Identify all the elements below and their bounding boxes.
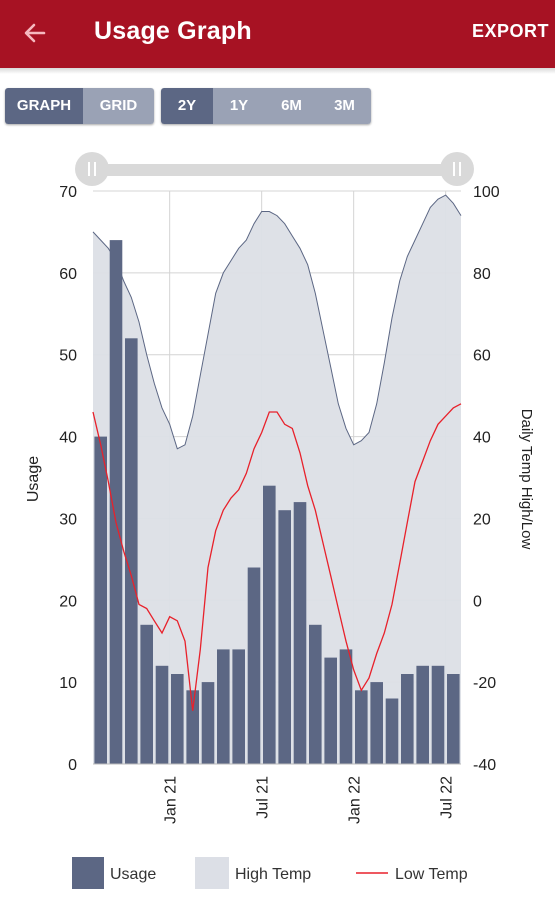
usage-bar-21 <box>416 665 429 764</box>
usage-bar-17 <box>355 690 368 764</box>
usage-bar-10 <box>247 567 261 764</box>
left-tick-label-4: 40 <box>59 430 77 447</box>
x-tick-label-3: Jul 22 <box>439 776 456 819</box>
range-6m[interactable]: 6M <box>265 88 318 124</box>
legend-high-temp-label: High Temp <box>235 866 311 883</box>
app-bar: Usage Graph EXPORT <box>0 0 555 68</box>
right-tick-label-1: -20 <box>473 675 496 692</box>
left-tick-label-6: 60 <box>59 266 77 283</box>
range-1y[interactable]: 1Y <box>213 88 265 124</box>
usage-bar-9 <box>232 649 245 764</box>
usage-bar-4 <box>155 665 169 764</box>
range-slider-end-handle[interactable] <box>440 152 474 186</box>
left-axis-ticks: 0 10 20 30 40 50 60 70 <box>59 184 77 774</box>
range-2y[interactable]: 2Y <box>161 88 213 124</box>
right-tick-label-2: 0 <box>473 593 482 610</box>
usage-bar-8 <box>217 649 230 764</box>
right-tick-label-6: 80 <box>473 266 491 283</box>
legend-low-temp-label: Low Temp <box>395 866 468 883</box>
high-temp-line <box>92 194 462 450</box>
legend-usage-label: Usage <box>110 866 156 883</box>
right-tick-label-3: 20 <box>473 511 491 528</box>
usage-bar-18 <box>370 682 383 764</box>
range-3m[interactable]: 3M <box>318 88 371 124</box>
usage-bar-12 <box>278 510 291 764</box>
range-toggle: 2Y 1Y 6M 3M <box>161 88 371 124</box>
range-slider-track[interactable] <box>92 164 460 176</box>
usage-bar-2 <box>125 338 138 764</box>
app-bar-shadow <box>0 68 555 74</box>
usage-bar-22 <box>431 665 445 764</box>
x-tick-label-1: Jul 21 <box>255 776 272 819</box>
legend-high-temp-swatch <box>195 857 229 889</box>
x-tick-label-2: Jan 22 <box>347 776 364 824</box>
left-tick-label-5: 50 <box>59 348 77 365</box>
usage-bar-0 <box>94 436 107 764</box>
left-tick-label-1: 10 <box>59 675 77 692</box>
right-axis-ticks: -40 -20 0 20 40 60 80 100 <box>473 184 500 774</box>
left-tick-label-7: 70 <box>59 184 77 201</box>
page-title: Usage Graph <box>94 17 252 45</box>
low-temp-line <box>92 403 462 711</box>
left-tick-label-2: 20 <box>59 593 77 610</box>
usage-bar-7 <box>201 682 215 764</box>
usage-bar-16 <box>339 649 353 764</box>
usage-bar-1 <box>109 240 123 765</box>
legend-usage: Usage <box>72 857 156 889</box>
left-axis-label: Usage <box>25 456 42 502</box>
right-tick-label-5: 60 <box>473 348 491 365</box>
right-axis-label: Daily Temp High/Low <box>518 409 535 550</box>
usage-bar-14 <box>309 624 322 764</box>
tab-graph[interactable]: GRAPH <box>5 88 83 124</box>
usage-bar-5 <box>171 674 184 764</box>
usage-bar-15 <box>324 657 337 764</box>
export-button[interactable]: EXPORT <box>471 21 549 41</box>
usage-bar-19 <box>385 698 399 764</box>
usage-bar-13 <box>293 502 307 764</box>
tab-grid[interactable]: GRID <box>83 88 154 124</box>
legend-high-temp: High Temp <box>195 857 311 889</box>
back-button[interactable] <box>14 14 54 54</box>
legend-usage-swatch <box>72 857 104 889</box>
high-temp-area <box>93 195 461 765</box>
left-tick-label-3: 30 <box>59 511 77 528</box>
view-toggle: GRAPH GRID <box>5 88 154 124</box>
usage-bar-11 <box>263 485 276 764</box>
usage-bar-23 <box>447 674 460 764</box>
usage-bar-3 <box>140 624 153 764</box>
left-tick-label-0: 0 <box>68 757 77 774</box>
usage-bar-6 <box>186 690 199 764</box>
usage-bar-20 <box>401 674 414 764</box>
x-axis-ticks: Jan 21 Jul 21 Jan 22 Jul 22 <box>163 776 456 824</box>
legend-low-temp: Low Temp <box>356 866 468 883</box>
range-slider-start-handle[interactable] <box>75 152 109 186</box>
x-tick-label-0: Jan 21 <box>163 776 180 824</box>
right-tick-label-4: 40 <box>473 430 491 447</box>
arrow-left-icon <box>24 23 46 43</box>
usage-bars <box>94 240 460 765</box>
right-tick-label-7: 100 <box>473 184 500 201</box>
right-tick-label-0: -40 <box>473 757 496 774</box>
usage-chart: 0 10 20 30 40 50 60 70 -40 -20 0 20 40 60 80 100 Jan 2… <box>25 184 535 824</box>
